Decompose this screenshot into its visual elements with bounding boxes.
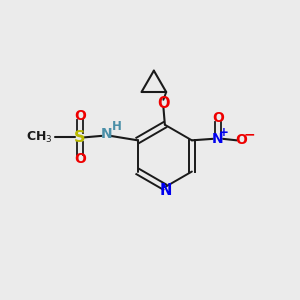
Text: −: − (244, 128, 255, 141)
Text: N: N (212, 132, 224, 146)
Text: O: O (74, 152, 86, 166)
Text: +: + (219, 126, 229, 140)
Text: O: O (74, 109, 86, 123)
Text: H: H (112, 121, 122, 134)
Text: S: S (74, 130, 85, 145)
Text: CH$_3$: CH$_3$ (26, 130, 53, 145)
Text: O: O (157, 96, 170, 111)
Text: N: N (101, 128, 112, 141)
Text: O: O (235, 133, 247, 147)
Text: N: N (159, 183, 172, 198)
Text: O: O (212, 111, 224, 125)
